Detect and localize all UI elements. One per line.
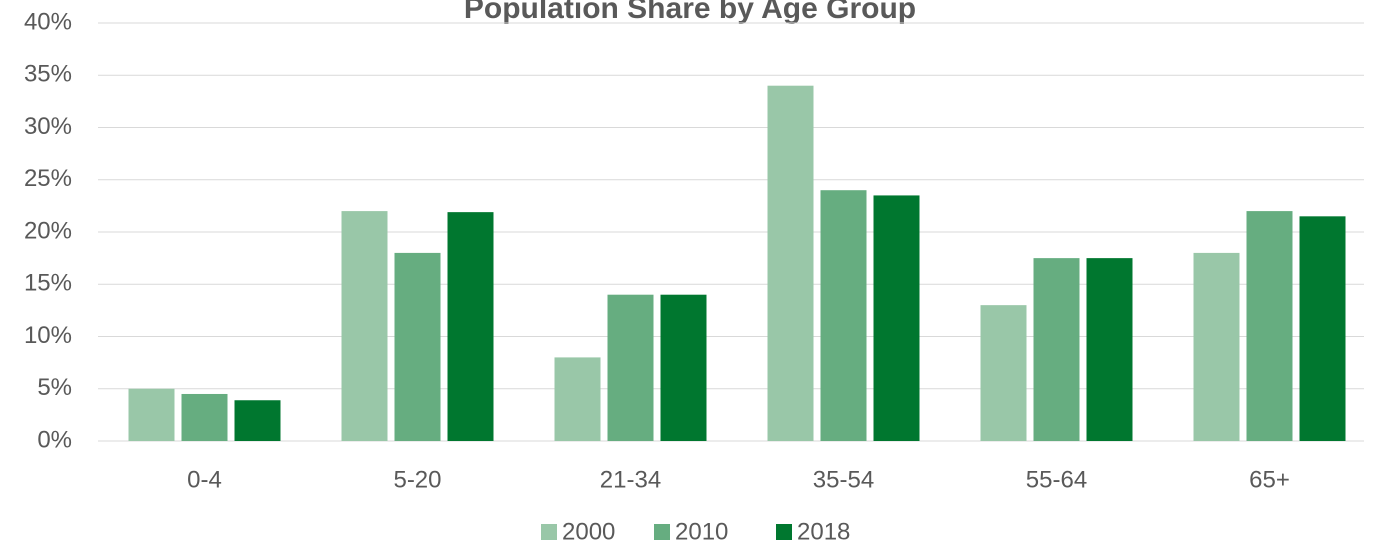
legend-swatch [776, 524, 792, 540]
bar [128, 388, 175, 441]
y-tick-label: 5% [37, 374, 72, 401]
bar [1299, 216, 1346, 441]
y-tick-label: 30% [24, 113, 72, 140]
bar [181, 393, 228, 441]
bar [447, 212, 494, 441]
bar [1086, 258, 1133, 441]
bar [767, 85, 814, 441]
y-tick-label: 15% [24, 270, 72, 297]
legend-label: 2000 [562, 518, 615, 545]
bar [394, 252, 441, 441]
x-tick-label: 0-4 [187, 466, 222, 493]
x-tick-label: 21-34 [600, 466, 661, 493]
y-tick-label: 20% [24, 217, 72, 244]
y-tick-label: 40% [24, 8, 72, 35]
legend-label: 2010 [675, 518, 728, 545]
x-tick-label: 65+ [1249, 466, 1290, 493]
bar [820, 190, 867, 441]
y-tick-label: 25% [24, 165, 72, 192]
x-tick-label: 55-64 [1026, 466, 1087, 493]
y-tick-label: 35% [24, 61, 72, 88]
bar [554, 357, 601, 441]
bar [873, 195, 920, 441]
legend-swatch [541, 524, 557, 540]
bar [660, 294, 707, 441]
chart-title: Population Share by Age Group [464, 0, 916, 25]
x-tick-label: 35-54 [813, 466, 874, 493]
bar [341, 211, 388, 441]
bar [607, 294, 654, 441]
x-tick-label: 5-20 [393, 466, 441, 493]
bar [1193, 252, 1240, 441]
bar [1033, 258, 1080, 441]
bar [1246, 211, 1293, 441]
legend-swatch [654, 524, 670, 540]
bar [234, 400, 281, 441]
y-tick-label: 0% [37, 426, 72, 453]
legend-label: 2018 [797, 518, 850, 545]
y-tick-label: 10% [24, 322, 72, 349]
bar [980, 305, 1027, 441]
